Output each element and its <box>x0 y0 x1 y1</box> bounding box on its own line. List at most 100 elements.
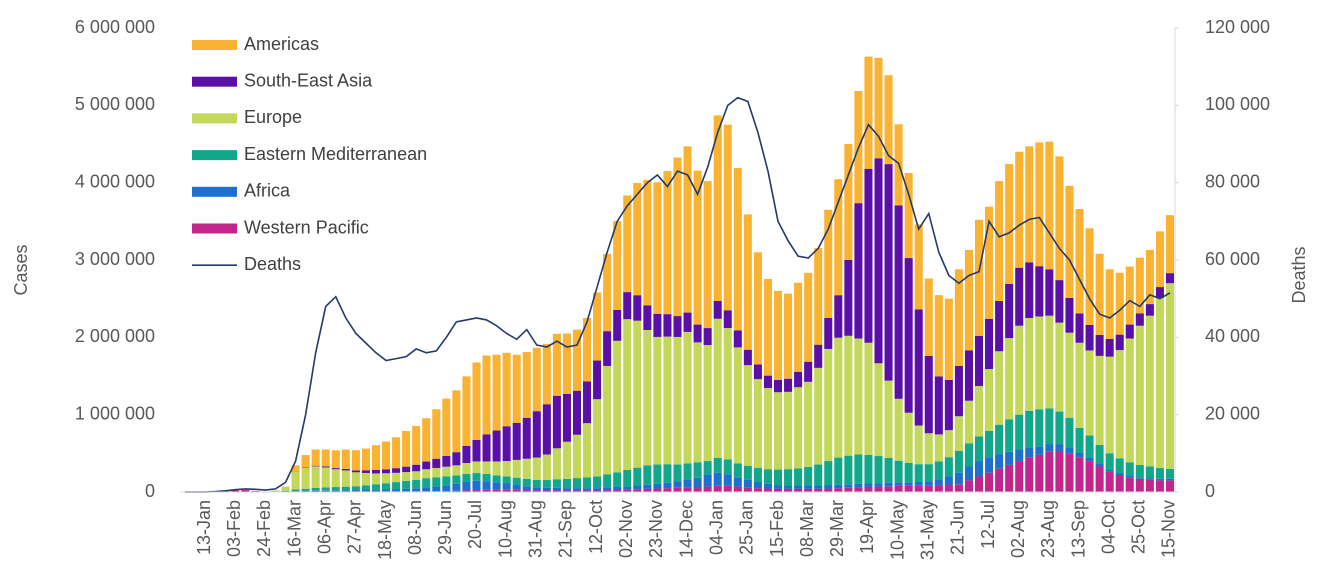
bar <box>995 454 1004 469</box>
bar <box>442 466 451 477</box>
bar <box>763 469 772 484</box>
bar <box>1155 297 1164 469</box>
y-tick-label: 0 <box>145 481 155 501</box>
bar <box>1035 454 1044 492</box>
bar <box>552 333 561 396</box>
bar <box>613 340 622 473</box>
bar <box>361 472 370 486</box>
bar <box>1035 142 1044 267</box>
bar <box>1055 411 1064 445</box>
bar <box>663 336 672 465</box>
bar <box>864 168 873 343</box>
bar <box>1145 304 1154 316</box>
bar <box>683 331 692 464</box>
bar <box>944 298 953 380</box>
bar <box>713 300 722 319</box>
bar <box>512 422 521 460</box>
bar <box>532 487 541 491</box>
bar <box>673 316 682 337</box>
bar <box>502 352 511 427</box>
bar <box>512 477 521 486</box>
bar <box>904 482 913 486</box>
bar <box>1115 272 1124 335</box>
bar <box>794 371 803 388</box>
bar <box>1105 338 1114 357</box>
bar <box>834 295 843 338</box>
bar <box>974 219 984 336</box>
bar <box>432 486 441 492</box>
bar <box>472 473 481 481</box>
bar <box>1125 266 1134 325</box>
bar <box>683 487 692 492</box>
bar <box>331 490 340 492</box>
bar <box>814 367 823 465</box>
x-tick-label: 20-Jul <box>465 500 485 549</box>
bar <box>1005 164 1014 284</box>
bar <box>572 434 582 479</box>
bar <box>633 489 642 492</box>
bar <box>1125 475 1134 478</box>
bar <box>743 487 752 492</box>
bar <box>723 310 732 329</box>
bar <box>321 449 330 467</box>
bar <box>623 486 632 490</box>
bar <box>924 278 933 356</box>
bar <box>1055 156 1064 281</box>
bar <box>824 209 833 318</box>
bar <box>462 481 471 491</box>
legend-swatch <box>192 113 237 124</box>
bar <box>713 457 722 473</box>
bar <box>623 319 632 470</box>
bar <box>1035 316 1044 410</box>
bar <box>412 479 421 489</box>
x-tick-label: 18-May <box>375 500 395 560</box>
bar <box>894 482 903 486</box>
bar <box>784 293 793 379</box>
legend-text: Americas <box>244 34 319 54</box>
bar <box>1015 267 1024 326</box>
bar <box>773 290 783 380</box>
bar <box>572 488 582 491</box>
bar <box>914 464 923 482</box>
bar <box>894 205 903 399</box>
bar <box>894 485 903 492</box>
bar <box>1125 462 1134 476</box>
bar <box>633 485 642 490</box>
bar <box>1065 453 1074 492</box>
bar <box>1085 350 1094 436</box>
bar <box>763 278 772 376</box>
bar <box>693 170 702 325</box>
bar <box>723 328 732 460</box>
bar <box>351 450 360 471</box>
x-tick-label: 10-May <box>887 500 907 560</box>
bar <box>1155 480 1164 492</box>
bar <box>382 469 391 474</box>
bar <box>683 146 692 313</box>
bar <box>311 490 320 492</box>
bar <box>924 433 933 465</box>
y-tick-label: 5 000 000 <box>75 94 155 114</box>
bar <box>1165 480 1174 492</box>
bar <box>442 485 451 492</box>
bar <box>954 472 963 485</box>
bar <box>794 485 803 489</box>
bar <box>924 485 933 492</box>
bar <box>773 485 783 489</box>
bar <box>1115 350 1124 459</box>
bar <box>432 409 441 459</box>
bar <box>1095 444 1104 464</box>
bar <box>713 485 722 492</box>
bar <box>542 454 551 481</box>
y2-tick-label: 120 000 <box>1205 17 1270 37</box>
bar <box>1065 185 1074 298</box>
x-tick-label: 06-Apr <box>314 500 334 554</box>
bar <box>733 463 742 478</box>
y-tick-label: 2 000 000 <box>75 326 155 346</box>
bar <box>814 344 823 368</box>
bar <box>773 488 783 492</box>
x-tick-label: 02-Nov <box>616 500 636 558</box>
bar <box>1155 468 1164 479</box>
bar <box>864 454 873 484</box>
bar <box>361 489 370 492</box>
bar <box>532 490 541 492</box>
